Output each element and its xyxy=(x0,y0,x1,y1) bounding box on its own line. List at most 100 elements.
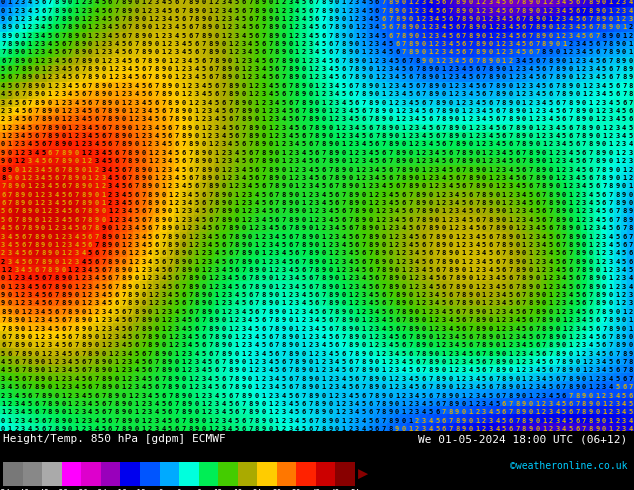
Text: 7: 7 xyxy=(315,142,319,147)
Text: 2: 2 xyxy=(548,7,553,14)
Text: 0: 0 xyxy=(81,24,86,30)
Text: 2: 2 xyxy=(1,108,5,114)
Text: 5: 5 xyxy=(128,334,132,340)
Text: 6: 6 xyxy=(361,250,366,256)
Text: 4: 4 xyxy=(522,334,526,340)
Text: 0: 0 xyxy=(622,317,626,323)
Bar xyxy=(179,462,198,487)
Text: 9: 9 xyxy=(462,0,466,5)
Text: 2: 2 xyxy=(121,368,126,373)
Text: 2: 2 xyxy=(595,384,600,390)
Text: 3: 3 xyxy=(515,58,519,64)
Text: 5: 5 xyxy=(161,409,165,416)
Text: 0: 0 xyxy=(475,16,479,22)
Text: 6: 6 xyxy=(388,24,392,30)
Text: 2: 2 xyxy=(174,58,179,64)
Text: 9: 9 xyxy=(128,0,132,5)
Text: 9: 9 xyxy=(422,343,426,348)
Text: 5: 5 xyxy=(408,91,413,97)
Text: 0: 0 xyxy=(134,426,139,432)
Text: 0: 0 xyxy=(388,108,392,114)
Text: 2: 2 xyxy=(595,242,600,248)
Text: 7: 7 xyxy=(562,99,566,106)
Text: 0: 0 xyxy=(602,275,606,281)
Text: 5: 5 xyxy=(348,234,353,240)
Text: 9: 9 xyxy=(588,401,593,407)
Text: 3: 3 xyxy=(202,376,205,382)
Text: 4: 4 xyxy=(602,368,606,373)
Text: 9: 9 xyxy=(68,300,72,306)
Text: 5: 5 xyxy=(575,292,579,298)
Text: 5: 5 xyxy=(248,167,252,172)
Text: 0: 0 xyxy=(588,259,593,265)
Text: 9: 9 xyxy=(595,0,600,5)
Text: 5: 5 xyxy=(368,142,373,147)
Text: 3: 3 xyxy=(442,49,446,55)
Text: 1: 1 xyxy=(55,376,59,382)
Text: 5: 5 xyxy=(134,217,139,223)
Text: 3: 3 xyxy=(348,409,353,416)
Text: 0: 0 xyxy=(408,300,413,306)
Text: 1: 1 xyxy=(582,359,586,365)
Text: 7: 7 xyxy=(68,317,72,323)
Text: 3: 3 xyxy=(288,426,292,432)
Text: 1: 1 xyxy=(475,426,479,432)
Text: 2: 2 xyxy=(281,417,286,424)
Text: 5: 5 xyxy=(548,376,553,382)
Text: 0: 0 xyxy=(177,489,181,490)
Text: 6: 6 xyxy=(321,33,326,39)
Text: 7: 7 xyxy=(469,49,473,55)
Text: 8: 8 xyxy=(355,351,359,357)
Text: 4: 4 xyxy=(74,242,79,248)
Text: 3: 3 xyxy=(622,284,626,290)
Text: 7: 7 xyxy=(15,74,18,80)
Text: 4: 4 xyxy=(609,234,613,240)
Text: 0: 0 xyxy=(88,317,92,323)
Text: 9: 9 xyxy=(382,250,386,256)
Text: 6: 6 xyxy=(435,133,439,139)
Text: 5: 5 xyxy=(288,250,292,256)
Text: 7: 7 xyxy=(34,259,39,265)
Text: 0: 0 xyxy=(288,41,292,47)
Text: 7: 7 xyxy=(508,409,513,416)
Text: 6: 6 xyxy=(408,66,413,72)
Text: 4: 4 xyxy=(361,417,366,424)
Text: 5: 5 xyxy=(535,74,540,80)
Text: 2: 2 xyxy=(321,368,326,373)
Text: 0: 0 xyxy=(328,401,332,407)
Text: 5: 5 xyxy=(442,150,446,156)
Text: 0: 0 xyxy=(408,292,413,298)
Text: 2: 2 xyxy=(535,259,540,265)
Text: 7: 7 xyxy=(181,7,186,14)
Text: 0: 0 xyxy=(202,142,205,147)
Text: 5: 5 xyxy=(602,351,606,357)
Text: 4: 4 xyxy=(342,242,346,248)
Text: 9: 9 xyxy=(161,208,165,215)
Text: 3: 3 xyxy=(542,392,546,398)
Text: 1: 1 xyxy=(255,376,259,382)
Text: 3: 3 xyxy=(141,250,146,256)
Text: 4: 4 xyxy=(321,200,326,206)
Text: 0: 0 xyxy=(388,392,392,398)
Text: 6: 6 xyxy=(562,116,566,122)
Text: 0: 0 xyxy=(448,376,453,382)
Text: 7: 7 xyxy=(535,183,540,189)
Text: 7: 7 xyxy=(321,300,326,306)
Text: 5: 5 xyxy=(101,7,105,14)
Text: 3: 3 xyxy=(342,259,346,265)
Text: 7: 7 xyxy=(281,351,286,357)
Text: 1: 1 xyxy=(68,409,72,416)
Text: 8: 8 xyxy=(609,41,613,47)
Text: 2: 2 xyxy=(235,41,239,47)
Text: 7: 7 xyxy=(355,83,359,89)
Text: 6: 6 xyxy=(121,167,126,172)
Text: 9: 9 xyxy=(315,259,319,265)
Text: 9: 9 xyxy=(328,7,332,14)
Text: 0: 0 xyxy=(616,167,619,172)
Text: 0: 0 xyxy=(402,417,406,424)
Text: 6: 6 xyxy=(235,267,239,273)
Text: 0: 0 xyxy=(442,359,446,365)
Text: 0: 0 xyxy=(482,309,486,315)
Text: 7: 7 xyxy=(8,334,12,340)
Text: 6: 6 xyxy=(382,300,386,306)
